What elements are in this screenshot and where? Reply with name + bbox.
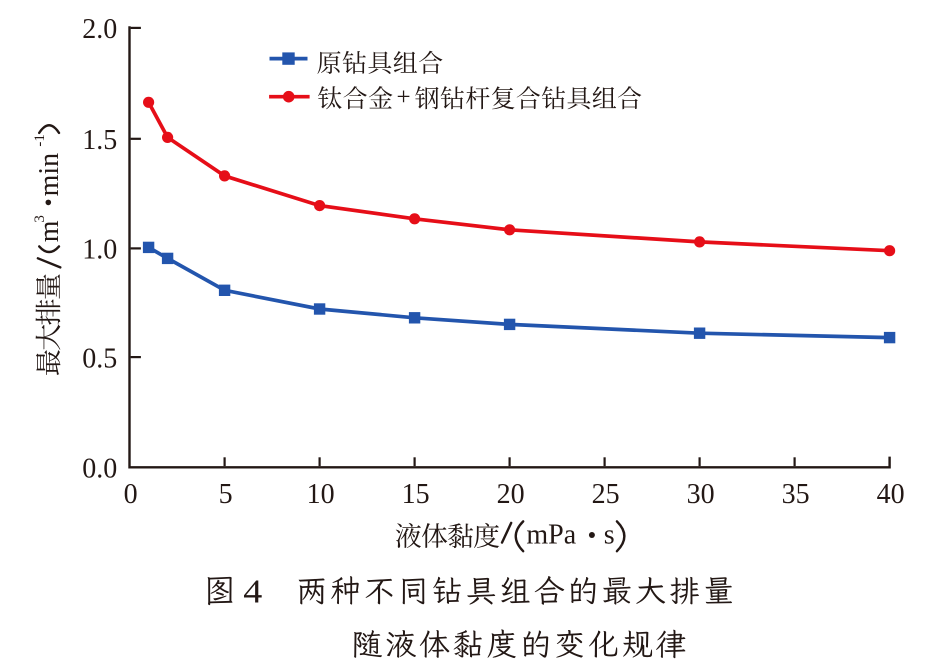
svg-text:mPa: mPa xyxy=(526,519,576,550)
svg-text:30: 30 xyxy=(687,479,715,510)
svg-text:s: s xyxy=(604,519,615,550)
svg-text:0.5: 0.5 xyxy=(82,343,117,374)
svg-text:1.0: 1.0 xyxy=(82,235,117,266)
svg-text:+: + xyxy=(397,84,411,111)
svg-text:3: 3 xyxy=(32,215,48,223)
svg-text:-1: -1 xyxy=(32,134,48,147)
svg-text:0.0: 0.0 xyxy=(82,454,117,485)
svg-text:0: 0 xyxy=(124,479,138,510)
svg-text:15: 15 xyxy=(402,479,430,510)
svg-text:min: min xyxy=(34,153,65,197)
svg-text:1.5: 1.5 xyxy=(82,125,117,156)
svg-text:20: 20 xyxy=(497,479,525,510)
svg-text:m: m xyxy=(34,220,65,242)
svg-text:25: 25 xyxy=(592,479,620,510)
svg-text:5: 5 xyxy=(219,479,233,510)
svg-text:4: 4 xyxy=(243,572,262,610)
svg-text:2.0: 2.0 xyxy=(82,14,117,45)
svg-text:35: 35 xyxy=(782,479,810,510)
svg-text:40: 40 xyxy=(877,479,905,510)
svg-text:10: 10 xyxy=(307,479,335,510)
